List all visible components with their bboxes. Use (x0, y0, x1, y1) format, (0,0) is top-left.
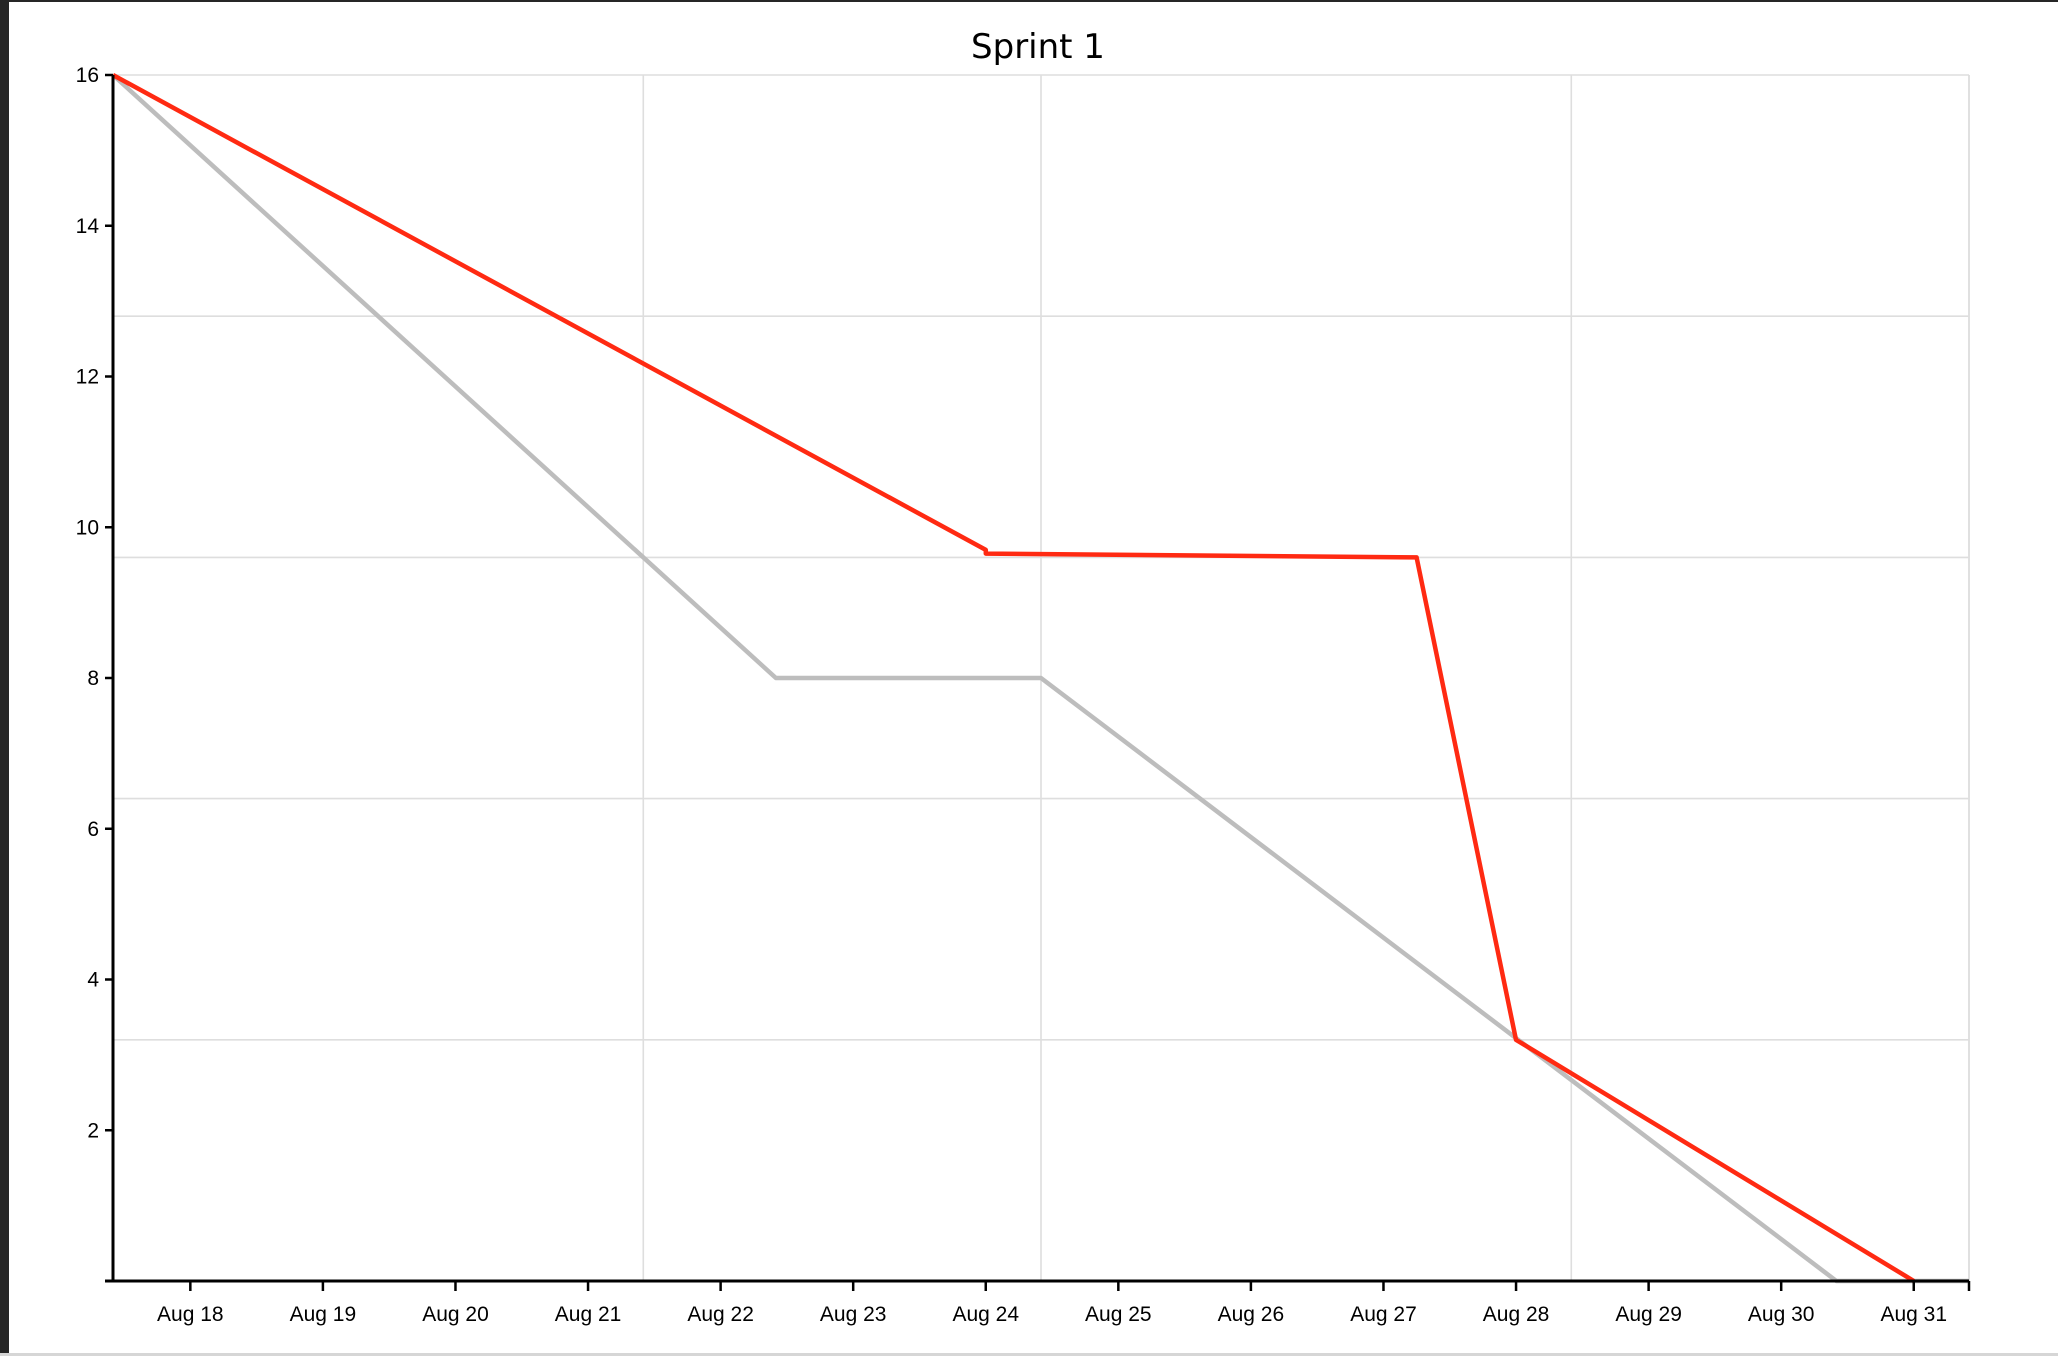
chart-title: Sprint 1 (971, 27, 1105, 67)
y-tick-label: 8 (87, 667, 99, 690)
y-tick-label: 12 (76, 366, 99, 389)
x-tick-label: Aug 25 (1085, 1303, 1152, 1326)
y-tick-label: 6 (87, 818, 99, 841)
x-tick-label: Aug 20 (422, 1303, 489, 1326)
y-tick-label: 14 (76, 215, 100, 238)
x-tick-label: Aug 19 (290, 1303, 357, 1326)
x-tick-label: Aug 18 (157, 1303, 224, 1326)
actual-burndown-line (111, 73, 1915, 1283)
y-tick-label: 16 (76, 64, 99, 87)
y-tick-label: 2 (87, 1119, 99, 1142)
x-axis-ticks: Aug 18 Aug 19 Aug 20 Aug 21 Aug 22 Aug 23 Aug … (157, 1281, 1947, 1326)
y-axis-ticks: 2 4 6 8 10 12 14 16 (76, 64, 113, 1283)
x-tick-label: Aug 24 (952, 1303, 1019, 1326)
x-tick-label: Aug 26 (1218, 1303, 1285, 1326)
window-frame-top (0, 0, 2058, 2)
x-tick-label: Aug 31 (1880, 1303, 1947, 1326)
x-tick-label: Aug 27 (1350, 1303, 1417, 1326)
y-tick-label: 10 (76, 516, 99, 539)
y-tick-label: 4 (87, 969, 99, 992)
window-frame-left (0, 0, 9, 1356)
window-frame-bottom (0, 1353, 2058, 1356)
x-tick-label: Aug 30 (1748, 1303, 1815, 1326)
x-tick-label: Aug 28 (1483, 1303, 1550, 1326)
x-tick-label: Aug 29 (1615, 1303, 1682, 1326)
chart-axes (105, 75, 1971, 1291)
x-tick-label: Aug 21 (555, 1303, 622, 1326)
x-tick-label: Aug 22 (687, 1303, 754, 1326)
x-tick-label: Aug 23 (820, 1303, 887, 1326)
